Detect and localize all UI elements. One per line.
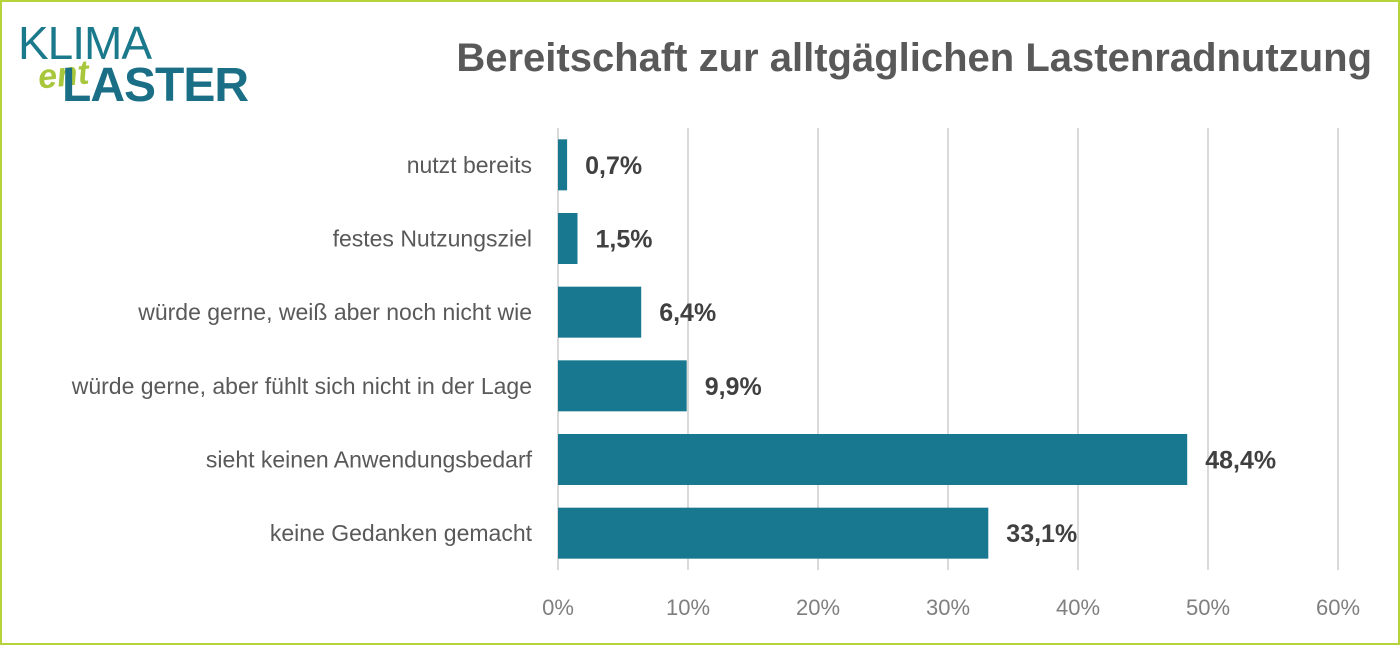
data-label: 33,1%	[1006, 520, 1077, 548]
x-tick-label: 0%	[542, 595, 574, 620]
logo-text-klima: KLIMA	[18, 17, 152, 69]
category-label: sieht keinen Anwendungsbedarf	[206, 447, 533, 473]
x-tick-label: 30%	[926, 595, 970, 620]
category-label: würde gerne, weiß aber noch nicht wie	[137, 299, 532, 325]
x-tick-label: 60%	[1316, 595, 1360, 620]
bar	[558, 434, 1188, 485]
x-tick-label: 50%	[1186, 595, 1230, 620]
category-label: nutzt bereits	[407, 152, 532, 178]
data-label: 0,7%	[585, 152, 642, 180]
x-tick-label: 40%	[1056, 595, 1100, 620]
bar	[558, 286, 642, 338]
data-label: 6,4%	[659, 299, 716, 327]
logo-text-laster: LASTER	[62, 59, 249, 112]
x-tick-label: 20%	[796, 595, 840, 620]
data-label: 1,5%	[596, 226, 653, 254]
chart-title: Bereitschaft zur alltgäglichen Lastenrad…	[456, 36, 1372, 80]
x-tick-label: 10%	[666, 595, 710, 620]
category-label: würde gerne, aber fühlt sich nicht in de…	[71, 373, 532, 399]
category-label: festes Nutzungsziel	[333, 226, 532, 252]
klima-ent-laster-logo: KLIMA ent LASTER	[18, 16, 268, 112]
data-label: 9,9%	[705, 373, 762, 401]
bar	[558, 360, 687, 412]
bar	[558, 213, 578, 264]
bar	[558, 507, 989, 559]
bar	[558, 139, 568, 191]
category-label: keine Gedanken gemacht	[270, 520, 533, 546]
data-label: 48,4%	[1205, 447, 1276, 475]
